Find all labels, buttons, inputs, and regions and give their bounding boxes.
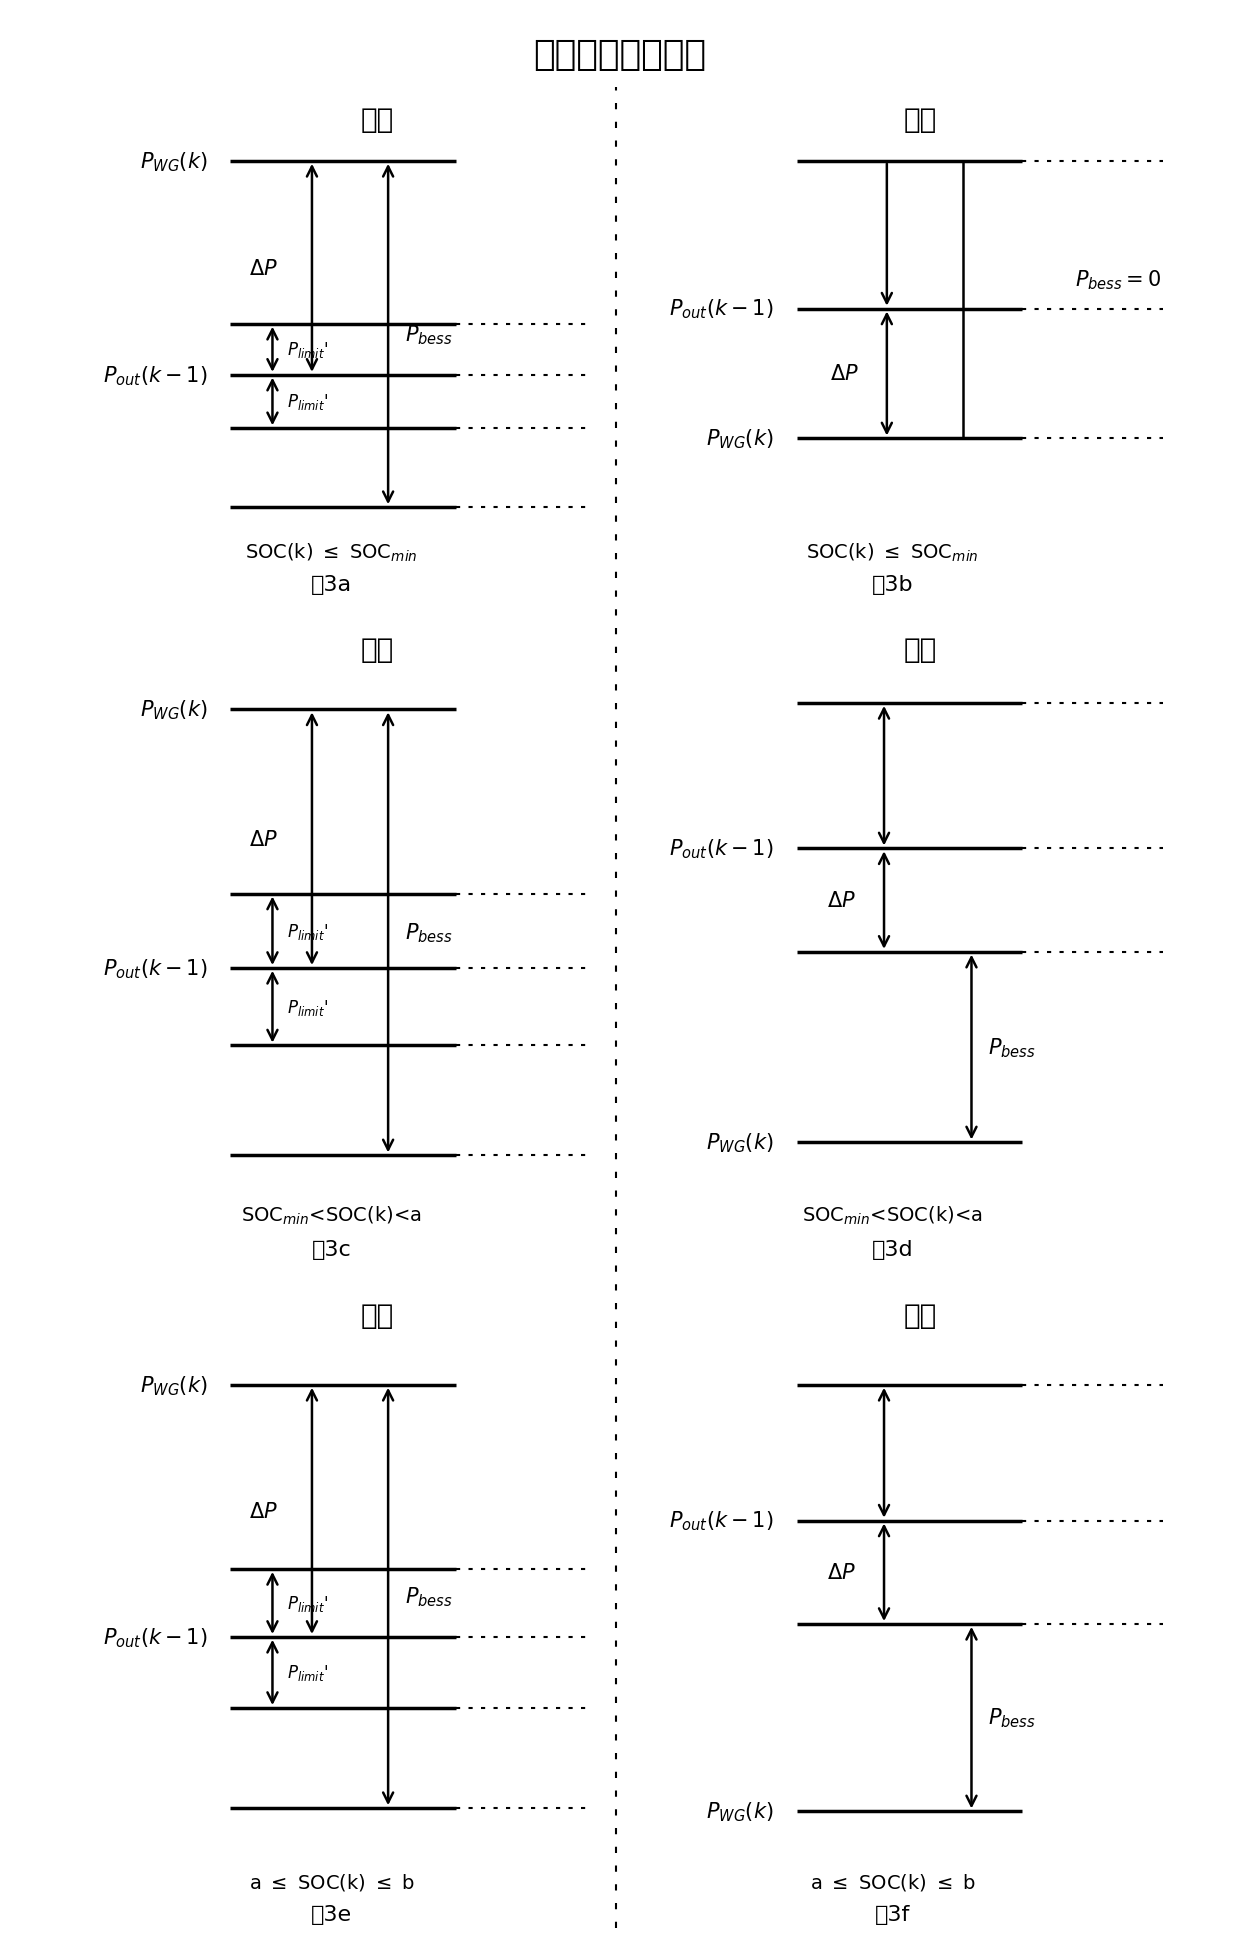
Text: $P_{bess} = 0$: $P_{bess} = 0$ <box>1075 268 1161 292</box>
Text: $P_{bess}$: $P_{bess}$ <box>405 922 453 945</box>
Text: 图3b: 图3b <box>872 573 914 595</box>
Text: 充电: 充电 <box>360 636 393 663</box>
Text: $P_{out}(k-1)$: $P_{out}(k-1)$ <box>103 957 207 980</box>
Text: $P_{bess}$: $P_{bess}$ <box>988 1035 1037 1059</box>
Text: $P_{bess}$: $P_{bess}$ <box>988 1707 1037 1730</box>
Text: 图3f: 图3f <box>874 1904 910 1924</box>
Text: 图3c: 图3c <box>311 1239 352 1258</box>
Text: $P_{WG}(k)$: $P_{WG}(k)$ <box>140 151 207 174</box>
Text: 放电: 放电 <box>904 636 937 663</box>
Text: 储能只充电不放电: 储能只充电不放电 <box>533 37 707 72</box>
Text: 图3d: 图3d <box>872 1239 914 1258</box>
Text: $P_{WG}(k)$: $P_{WG}(k)$ <box>707 1800 774 1824</box>
Text: 图3e: 图3e <box>311 1904 352 1924</box>
Text: $P_{WG}(k)$: $P_{WG}(k)$ <box>707 427 774 450</box>
Text: $P_{limit}$': $P_{limit}$' <box>286 998 327 1018</box>
Text: $\Delta P$: $\Delta P$ <box>249 258 278 278</box>
Text: $P_{limit}$': $P_{limit}$' <box>286 1663 327 1683</box>
Text: $P_{out}(k-1)$: $P_{out}(k-1)$ <box>670 838 774 861</box>
Text: $P_{WG}(k)$: $P_{WG}(k)$ <box>140 1374 207 1397</box>
Text: $P_{WG}(k)$: $P_{WG}(k)$ <box>140 699 207 722</box>
Text: $\Delta P$: $\Delta P$ <box>249 1501 278 1521</box>
Text: $P_{limit}$': $P_{limit}$' <box>286 1593 327 1613</box>
Text: $P_{out}(k-1)$: $P_{out}(k-1)$ <box>670 1509 774 1532</box>
Text: 充电: 充电 <box>360 1301 393 1329</box>
Text: $\Delta P$: $\Delta P$ <box>830 364 858 384</box>
Text: $P_{out}(k-1)$: $P_{out}(k-1)$ <box>670 297 774 321</box>
Text: $\Delta P$: $\Delta P$ <box>827 890 856 910</box>
Text: $\Delta P$: $\Delta P$ <box>827 1562 856 1583</box>
Text: SOC$_{min}$<SOC(k)<a: SOC$_{min}$<SOC(k)<a <box>242 1204 422 1227</box>
Text: a $\leq$ SOC(k) $\leq$ b: a $\leq$ SOC(k) $\leq$ b <box>810 1871 976 1892</box>
Text: SOC(k) $\leq$ SOC$_{min}$: SOC(k) $\leq$ SOC$_{min}$ <box>246 542 418 564</box>
Text: $P_{limit}$': $P_{limit}$' <box>286 391 327 413</box>
Text: $P_{WG}(k)$: $P_{WG}(k)$ <box>707 1131 774 1155</box>
Text: $P_{limit}$': $P_{limit}$' <box>286 341 327 360</box>
Text: 图3a: 图3a <box>311 573 352 595</box>
Text: 放电: 放电 <box>904 106 937 133</box>
Text: $\Delta P$: $\Delta P$ <box>249 830 278 849</box>
Text: 放电: 放电 <box>904 1301 937 1329</box>
Text: $P_{bess}$: $P_{bess}$ <box>405 1585 453 1609</box>
Text: SOC(k) $\leq$ SOC$_{min}$: SOC(k) $\leq$ SOC$_{min}$ <box>806 542 978 564</box>
Text: 充电: 充电 <box>360 106 393 133</box>
Text: $P_{out}(k-1)$: $P_{out}(k-1)$ <box>103 1624 207 1650</box>
Text: SOC$_{min}$<SOC(k)<a: SOC$_{min}$<SOC(k)<a <box>802 1204 983 1227</box>
Text: $P_{limit}$': $P_{limit}$' <box>286 922 327 941</box>
Text: $P_{bess}$: $P_{bess}$ <box>405 323 453 346</box>
Text: a $\leq$ SOC(k) $\leq$ b: a $\leq$ SOC(k) $\leq$ b <box>249 1871 414 1892</box>
Text: $P_{out}(k-1)$: $P_{out}(k-1)$ <box>103 364 207 387</box>
